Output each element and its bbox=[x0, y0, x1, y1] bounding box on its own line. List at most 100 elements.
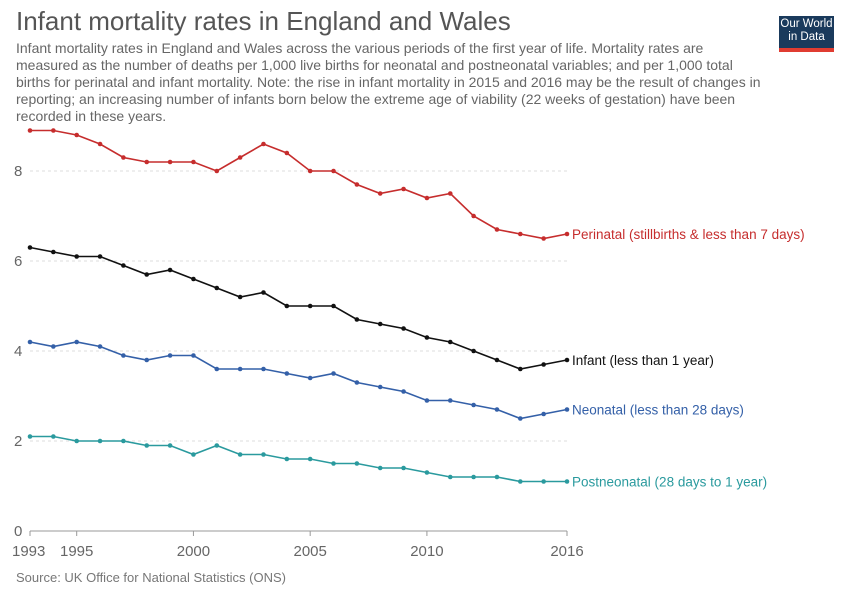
data-point[interactable] bbox=[237, 155, 243, 160]
data-point[interactable] bbox=[307, 456, 313, 462]
data-point[interactable] bbox=[494, 227, 500, 232]
data-point[interactable] bbox=[354, 317, 360, 322]
data-point[interactable] bbox=[27, 128, 33, 133]
data-point[interactable] bbox=[144, 357, 150, 363]
data-point[interactable] bbox=[284, 371, 290, 376]
data-point[interactable] bbox=[27, 434, 33, 439]
data-point[interactable] bbox=[191, 159, 196, 165]
data-point[interactable] bbox=[121, 263, 126, 268]
data-point[interactable] bbox=[27, 245, 33, 250]
data-point[interactable] bbox=[424, 335, 430, 340]
data-point[interactable] bbox=[354, 380, 360, 385]
data-point[interactable] bbox=[564, 357, 570, 363]
data-point[interactable] bbox=[401, 326, 406, 331]
data-point[interactable] bbox=[97, 344, 103, 349]
data-point[interactable] bbox=[261, 366, 266, 372]
data-point[interactable] bbox=[377, 321, 383, 327]
series-line[interactable] bbox=[30, 435, 567, 483]
data-point[interactable] bbox=[51, 249, 56, 255]
data-point[interactable] bbox=[51, 434, 56, 439]
data-point[interactable] bbox=[261, 141, 266, 147]
data-point[interactable] bbox=[307, 303, 313, 309]
data-point[interactable] bbox=[471, 213, 476, 219]
series-line[interactable] bbox=[29, 341, 568, 420]
data-point[interactable] bbox=[424, 470, 430, 475]
data-point[interactable] bbox=[307, 375, 313, 381]
data-point[interactable] bbox=[518, 479, 523, 484]
data-point[interactable] bbox=[401, 389, 406, 394]
data-point[interactable] bbox=[564, 479, 570, 484]
data-point[interactable] bbox=[471, 402, 476, 408]
data-point[interactable] bbox=[74, 339, 79, 345]
data-point[interactable] bbox=[214, 168, 220, 174]
data-point[interactable] bbox=[401, 186, 406, 192]
data-point[interactable] bbox=[191, 276, 196, 282]
data-point[interactable] bbox=[518, 366, 523, 372]
data-point[interactable] bbox=[564, 231, 570, 237]
data-point[interactable] bbox=[541, 479, 546, 484]
data-point[interactable] bbox=[284, 150, 290, 156]
data-point[interactable] bbox=[377, 465, 383, 471]
data-point[interactable] bbox=[27, 339, 33, 345]
data-point[interactable] bbox=[401, 465, 406, 471]
data-point[interactable] bbox=[191, 353, 196, 358]
data-point[interactable] bbox=[331, 168, 336, 174]
data-point[interactable] bbox=[191, 452, 196, 457]
data-point[interactable] bbox=[424, 195, 430, 201]
data-point[interactable] bbox=[518, 416, 523, 421]
series-line[interactable] bbox=[30, 129, 568, 240]
data-point[interactable] bbox=[144, 272, 150, 277]
data-point[interactable] bbox=[261, 452, 266, 457]
data-point[interactable] bbox=[144, 443, 150, 448]
data-point[interactable] bbox=[354, 182, 360, 187]
data-point[interactable] bbox=[471, 348, 476, 354]
data-point[interactable] bbox=[51, 344, 56, 349]
data-point[interactable] bbox=[424, 398, 430, 403]
data-point[interactable] bbox=[284, 456, 290, 462]
data-point[interactable] bbox=[144, 159, 150, 165]
data-point[interactable] bbox=[97, 141, 103, 147]
data-point[interactable] bbox=[51, 128, 56, 133]
data-point[interactable] bbox=[167, 443, 173, 448]
data-point[interactable] bbox=[237, 452, 243, 457]
data-point[interactable] bbox=[447, 191, 453, 196]
data-point[interactable] bbox=[447, 474, 453, 480]
data-point[interactable] bbox=[167, 159, 173, 165]
data-point[interactable] bbox=[377, 384, 383, 390]
data-point[interactable] bbox=[237, 294, 243, 300]
data-point[interactable] bbox=[494, 357, 500, 363]
data-point[interactable] bbox=[284, 303, 290, 309]
series-line[interactable] bbox=[29, 246, 568, 370]
data-point[interactable] bbox=[494, 407, 500, 412]
data-point[interactable] bbox=[97, 438, 103, 444]
data-point[interactable] bbox=[307, 168, 313, 174]
data-point[interactable] bbox=[214, 443, 220, 448]
data-point[interactable] bbox=[121, 438, 126, 444]
data-point[interactable] bbox=[214, 366, 220, 372]
data-point[interactable] bbox=[97, 254, 103, 259]
data-point[interactable] bbox=[331, 461, 336, 466]
data-point[interactable] bbox=[377, 191, 383, 196]
data-point[interactable] bbox=[541, 411, 546, 417]
data-point[interactable] bbox=[237, 366, 243, 372]
data-point[interactable] bbox=[331, 303, 336, 309]
data-point[interactable] bbox=[471, 474, 476, 480]
data-point[interactable] bbox=[261, 290, 266, 295]
data-point[interactable] bbox=[541, 362, 546, 367]
data-point[interactable] bbox=[74, 438, 79, 444]
data-point[interactable] bbox=[564, 407, 570, 412]
data-point[interactable] bbox=[121, 353, 126, 358]
data-point[interactable] bbox=[494, 474, 500, 480]
owid-logo[interactable]: Our World in Data bbox=[779, 16, 834, 52]
data-point[interactable] bbox=[167, 267, 173, 273]
data-point[interactable] bbox=[121, 155, 126, 160]
data-point[interactable] bbox=[518, 231, 523, 237]
data-point[interactable] bbox=[167, 353, 173, 358]
data-point[interactable] bbox=[74, 254, 79, 259]
data-point[interactable] bbox=[74, 132, 79, 138]
data-point[interactable] bbox=[214, 285, 220, 291]
data-point[interactable] bbox=[447, 339, 453, 345]
data-point[interactable] bbox=[541, 236, 546, 241]
data-point[interactable] bbox=[447, 398, 453, 403]
data-point[interactable] bbox=[331, 371, 336, 376]
